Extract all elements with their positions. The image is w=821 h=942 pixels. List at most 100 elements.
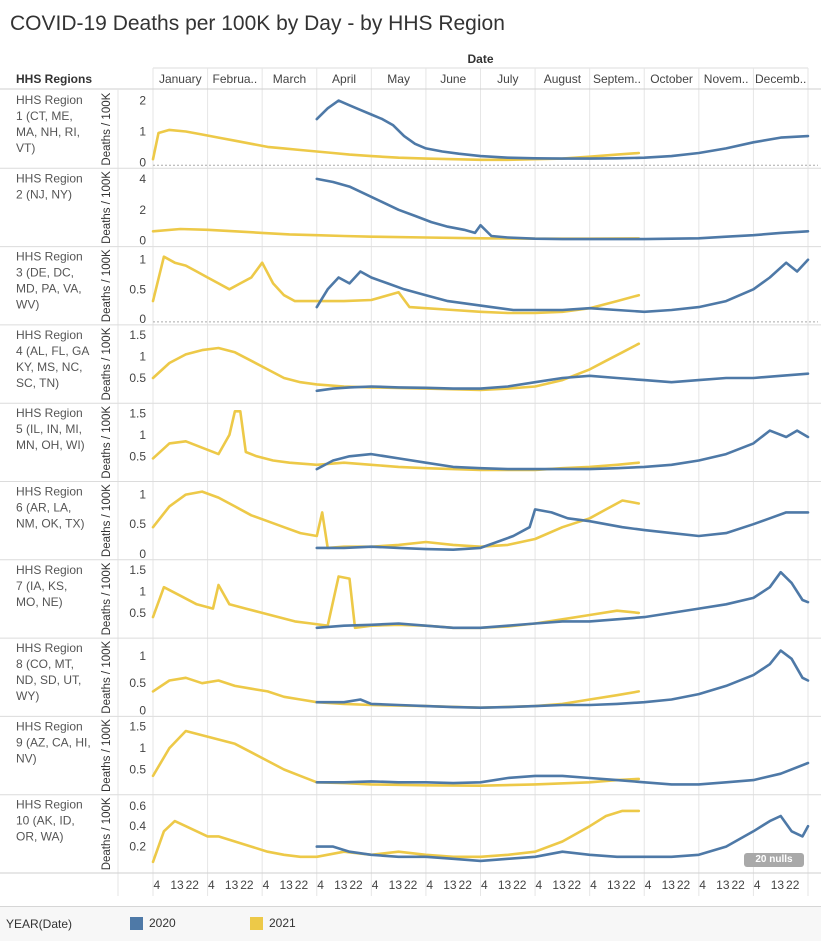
y-tick-label: 1 xyxy=(139,649,146,663)
day-tick-label: 4 xyxy=(645,878,652,892)
series-line-2021 xyxy=(151,128,641,162)
y-tick-label: 1 xyxy=(139,253,146,267)
region-label: 8 (CO, MT, xyxy=(16,657,74,671)
month-label: April xyxy=(332,72,356,86)
day-tick-label: 4 xyxy=(536,878,543,892)
y-tick-label: 0.5 xyxy=(129,676,146,690)
day-tick-label: 4 xyxy=(481,878,488,892)
day-tick-label: 13 xyxy=(662,878,676,892)
y-tick-label: 0.5 xyxy=(129,449,146,463)
day-tick-label: 13 xyxy=(552,878,566,892)
month-label: May xyxy=(387,72,410,86)
day-tick-label: 13 xyxy=(334,878,348,892)
y-axis-label: Deaths / 100K xyxy=(101,249,113,322)
legend-label-2021: 2021 xyxy=(269,916,296,930)
y-tick-label: 0 xyxy=(139,234,146,248)
legend-label-2020: 2020 xyxy=(149,916,176,930)
month-label: June xyxy=(440,72,466,86)
y-axis-label: Deaths / 100K xyxy=(101,719,113,792)
y-tick-label: 2 xyxy=(139,203,146,217)
day-tick-label: 22 xyxy=(295,878,309,892)
day-tick-label: 22 xyxy=(786,878,800,892)
month-label: July xyxy=(497,72,518,86)
region-label: WY) xyxy=(16,689,39,703)
y-axis-label: Deaths / 100K xyxy=(101,484,113,557)
region-label: 6 (AR, LA, xyxy=(16,501,71,515)
nulls-indicator[interactable]: 20 nulls xyxy=(744,853,804,867)
month-label: October xyxy=(650,72,693,86)
y-tick-label: 0.2 xyxy=(129,840,146,854)
y-tick-label: 1 xyxy=(139,488,146,502)
day-tick-label: 4 xyxy=(372,878,379,892)
region-label: 5 (IL, IN, MI, xyxy=(16,422,82,436)
day-tick-label: 4 xyxy=(699,878,706,892)
region-label: KY, MS, NC, xyxy=(16,360,82,374)
region-label: 7 (IA, KS, xyxy=(16,579,67,593)
region-label: 2 (NJ, NY) xyxy=(16,187,72,201)
day-tick-label: 22 xyxy=(186,878,200,892)
y-tick-label: 0.4 xyxy=(129,819,146,833)
y-tick-label: 0 xyxy=(139,312,146,326)
region-label: MD, PA, VA, xyxy=(16,282,82,296)
day-tick-label: 4 xyxy=(590,878,597,892)
y-tick-label: 1 xyxy=(139,428,146,442)
region-label: VT) xyxy=(16,141,35,155)
month-label: Decemb.. xyxy=(755,72,806,86)
y-tick-label: 0 xyxy=(139,155,146,169)
series-line-2020 xyxy=(315,508,810,551)
series-line-2020 xyxy=(315,649,810,709)
y-tick-label: 0.5 xyxy=(129,282,146,296)
day-tick-label: 4 xyxy=(426,878,433,892)
y-axis-label: Deaths / 100K xyxy=(101,171,113,244)
region-label: HHS Region xyxy=(16,485,83,499)
region-label: OR, WA) xyxy=(16,830,64,844)
series-line-2021 xyxy=(151,729,641,787)
y-tick-label: 0.6 xyxy=(129,799,146,813)
y-tick-label: 1 xyxy=(139,741,146,755)
series-line-2020 xyxy=(315,429,810,471)
y-tick-label: 4 xyxy=(139,172,146,186)
region-label: 4 (AL, FL, GA xyxy=(16,344,89,358)
region-label: HHS Region xyxy=(16,719,83,733)
month-label: March xyxy=(273,72,306,86)
chart-area[interactable]: Date HHS Regions January Februa.. March April… xyxy=(0,0,821,906)
region-label: SC, TN) xyxy=(16,376,59,390)
day-tick-label: 13 xyxy=(280,878,294,892)
series-line-2020 xyxy=(315,258,810,314)
region-label: HHS Region xyxy=(16,563,83,577)
region-label: ND, SD, UT, xyxy=(16,673,81,687)
region-label: MN, OH, WI) xyxy=(16,438,85,452)
row-header: HHS Regions xyxy=(16,72,92,86)
region-label: HHS Region xyxy=(16,406,83,420)
legend: YEAR(Date) 2020 2021 xyxy=(0,906,821,941)
y-tick-label: 0.5 xyxy=(129,606,146,620)
legend-field-label: YEAR(Date) xyxy=(6,917,73,931)
y-tick-label: 1.5 xyxy=(129,328,146,342)
day-tick-label: 13 xyxy=(389,878,403,892)
day-tick-label: 4 xyxy=(317,878,324,892)
series-line-2020 xyxy=(315,814,810,863)
y-axis-label: Deaths / 100K xyxy=(101,640,113,713)
day-tick-label: 13 xyxy=(716,878,730,892)
region-label: HHS Region xyxy=(16,641,83,655)
y-axis-label: Deaths / 100K xyxy=(101,406,113,479)
series-line-2021 xyxy=(151,342,641,392)
day-tick-label: 4 xyxy=(153,878,160,892)
y-tick-label: 0 xyxy=(139,703,146,717)
series-line-2021 xyxy=(151,809,641,864)
day-tick-label: 13 xyxy=(443,878,457,892)
legend-swatch-2020 xyxy=(130,916,143,930)
y-tick-label: 1.5 xyxy=(129,406,146,420)
day-tick-label: 13 xyxy=(498,878,512,892)
y-axis-label: Deaths / 100K xyxy=(101,797,113,870)
series-line-2020 xyxy=(315,372,810,393)
month-label: Novem.. xyxy=(704,72,749,86)
region-label: HHS Region xyxy=(16,798,83,812)
legend-item-2020[interactable]: 2020 xyxy=(130,916,176,930)
series-line-2021 xyxy=(151,676,641,709)
series-line-2021 xyxy=(151,227,641,240)
day-tick-label: 22 xyxy=(677,878,691,892)
series-line-2021 xyxy=(151,255,641,315)
legend-item-2021[interactable]: 2021 xyxy=(250,916,296,930)
series-line-2020 xyxy=(315,99,810,160)
